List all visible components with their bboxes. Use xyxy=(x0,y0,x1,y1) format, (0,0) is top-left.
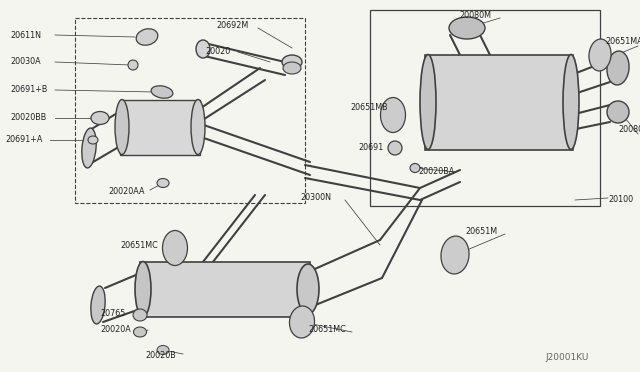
Text: 20691+A: 20691+A xyxy=(5,135,42,144)
Ellipse shape xyxy=(289,306,314,338)
Ellipse shape xyxy=(128,60,138,70)
Text: 20691: 20691 xyxy=(358,144,383,153)
Bar xyxy=(120,100,200,155)
Ellipse shape xyxy=(88,136,98,144)
Text: 20020BA: 20020BA xyxy=(418,167,454,176)
Bar xyxy=(75,18,305,203)
Text: 20765: 20765 xyxy=(100,308,125,317)
Ellipse shape xyxy=(449,17,485,39)
Text: 20651M: 20651M xyxy=(465,228,497,237)
Ellipse shape xyxy=(163,231,188,266)
Text: 20020: 20020 xyxy=(205,48,230,57)
Ellipse shape xyxy=(388,141,402,155)
Text: 20020BB: 20020BB xyxy=(10,113,46,122)
Text: 20651MC: 20651MC xyxy=(120,241,157,250)
Ellipse shape xyxy=(151,86,173,98)
Text: 20300N: 20300N xyxy=(300,193,331,202)
Bar xyxy=(140,262,310,317)
Text: J20001KU: J20001KU xyxy=(545,353,588,362)
Ellipse shape xyxy=(191,99,205,154)
Text: 20691+B: 20691+B xyxy=(10,86,47,94)
Ellipse shape xyxy=(133,309,147,321)
Text: 20611N: 20611N xyxy=(10,31,41,39)
Ellipse shape xyxy=(410,164,420,173)
Bar xyxy=(370,10,600,206)
Ellipse shape xyxy=(91,286,105,324)
Ellipse shape xyxy=(381,97,406,132)
Ellipse shape xyxy=(91,112,109,125)
Ellipse shape xyxy=(563,55,579,150)
Text: 20020B: 20020B xyxy=(145,352,176,360)
Text: 20080M: 20080M xyxy=(459,12,491,20)
Ellipse shape xyxy=(283,62,301,74)
Ellipse shape xyxy=(115,99,129,154)
Ellipse shape xyxy=(420,55,436,150)
Ellipse shape xyxy=(441,236,469,274)
Bar xyxy=(425,55,573,150)
Text: 20651MC: 20651MC xyxy=(308,326,346,334)
Text: 20692M: 20692M xyxy=(216,22,248,31)
Ellipse shape xyxy=(589,39,611,71)
Ellipse shape xyxy=(136,29,158,45)
Ellipse shape xyxy=(82,128,96,168)
Ellipse shape xyxy=(135,262,151,317)
Ellipse shape xyxy=(607,101,629,123)
Ellipse shape xyxy=(607,51,629,85)
Text: 20020A: 20020A xyxy=(100,326,131,334)
Text: 20651MA: 20651MA xyxy=(605,38,640,46)
Text: 20080M: 20080M xyxy=(618,125,640,135)
Ellipse shape xyxy=(157,179,169,187)
Text: 20651MB: 20651MB xyxy=(350,103,388,112)
Text: 20020AA: 20020AA xyxy=(108,187,145,196)
Ellipse shape xyxy=(196,40,210,58)
Ellipse shape xyxy=(297,264,319,314)
Ellipse shape xyxy=(157,346,169,355)
Text: 20030A: 20030A xyxy=(10,58,40,67)
Text: 20100: 20100 xyxy=(608,196,633,205)
Ellipse shape xyxy=(282,55,302,69)
Ellipse shape xyxy=(134,327,147,337)
